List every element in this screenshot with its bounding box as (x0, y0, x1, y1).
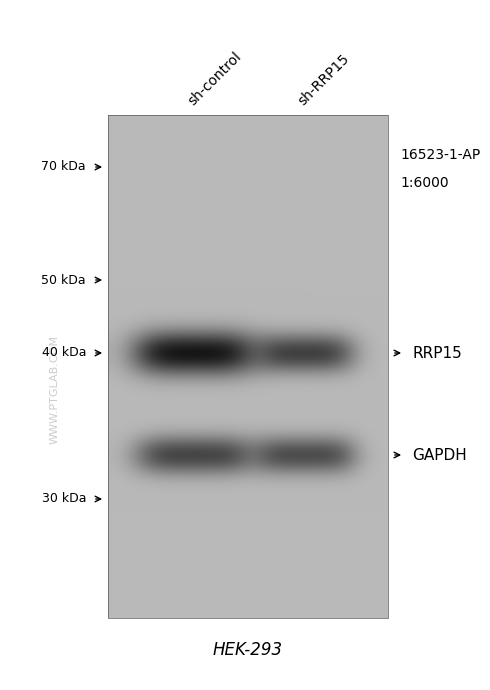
Text: 1:6000: 1:6000 (400, 176, 449, 190)
Text: 30 kDa: 30 kDa (42, 493, 86, 506)
Text: 70 kDa: 70 kDa (41, 161, 86, 173)
Text: GAPDH: GAPDH (412, 448, 467, 462)
Text: RRP15: RRP15 (412, 346, 462, 360)
Text: 50 kDa: 50 kDa (41, 273, 86, 286)
Text: 16523-1-AP: 16523-1-AP (400, 148, 480, 162)
Text: sh-RRP15: sh-RRP15 (295, 52, 352, 108)
Text: HEK-293: HEK-293 (213, 641, 283, 659)
Text: 40 kDa: 40 kDa (42, 346, 86, 359)
Bar (108, 115, 388, 618)
Text: WWW.PTGLAB.COM: WWW.PTGLAB.COM (50, 335, 60, 444)
Text: sh-control: sh-control (185, 49, 244, 108)
